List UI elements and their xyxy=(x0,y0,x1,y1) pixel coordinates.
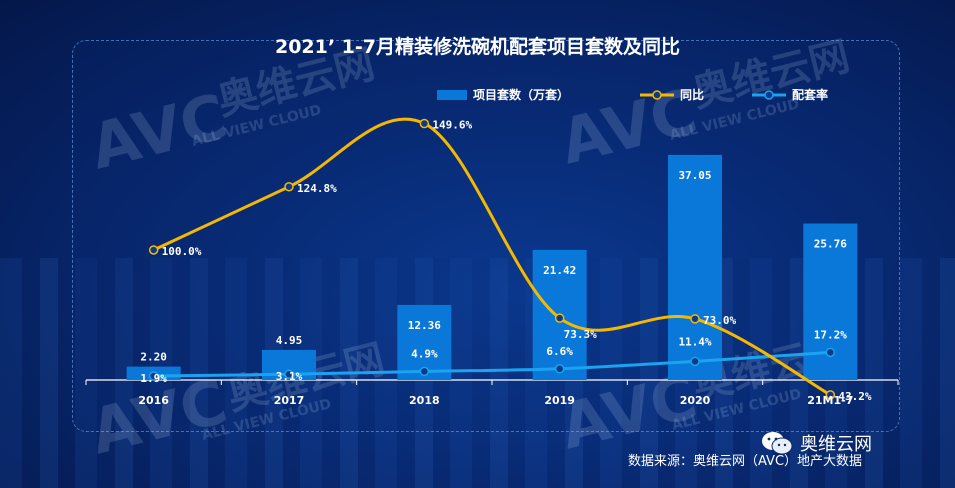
yoy-point xyxy=(148,245,159,255)
yoy-point xyxy=(690,314,700,324)
bar-value-label: 2.20 xyxy=(140,351,167,364)
rate-point xyxy=(690,356,700,367)
bar xyxy=(668,154,722,380)
x-tick-label: 2017 xyxy=(274,394,305,407)
chart-panel xyxy=(72,40,900,432)
legend-label: 配套率 xyxy=(792,87,828,102)
x-tick-label: 2019 xyxy=(544,394,575,407)
rate-point xyxy=(554,364,565,374)
data-source: 数据来源：奥维云网（AVC）地产大数据 xyxy=(628,454,863,469)
rate-value-label: 4.9% xyxy=(411,347,438,360)
rate-value-label: 17.2% xyxy=(814,328,847,341)
brand-name: 奥维云网 xyxy=(800,434,872,455)
legend-swatch-bar xyxy=(437,90,467,100)
rate-value-label: 11.4% xyxy=(678,335,711,348)
yoy-point xyxy=(419,118,430,129)
yoy-point xyxy=(825,390,836,400)
bar-value-label: 12.36 xyxy=(408,319,441,332)
rate-point xyxy=(419,366,430,377)
legend-label: 项目套数（万套） xyxy=(473,87,569,102)
bar-value-label: 4.95 xyxy=(276,334,303,347)
yoy-value-label: 73.3% xyxy=(564,328,597,341)
x-tick-label: 2020 xyxy=(680,394,711,407)
yoy-value-label: 124.8% xyxy=(297,182,337,195)
yoy-line xyxy=(153,117,832,397)
yoy-value-label: 73.0% xyxy=(703,314,736,327)
bar-value-label: 25.76 xyxy=(814,238,847,251)
yoy-point xyxy=(554,313,565,323)
yoy-value-label: 43.2% xyxy=(838,390,871,403)
yoy-value-label: 100.0% xyxy=(162,245,202,258)
bar-value-label: 37.05 xyxy=(678,169,711,182)
rate-point xyxy=(284,369,294,379)
rate-line xyxy=(153,350,831,378)
wechat-icon xyxy=(762,432,793,455)
x-tick-label: 2016 xyxy=(138,394,169,407)
bar-value-label: 21.42 xyxy=(543,264,576,277)
rate-value-label: 3.1% xyxy=(276,370,303,383)
legend-label: 同比 xyxy=(680,87,704,102)
rate-value-label: 6.6% xyxy=(546,345,573,358)
rate-point xyxy=(148,371,159,381)
x-tick-label: 21M1-7 xyxy=(807,394,853,407)
yoy-point xyxy=(284,182,294,192)
chart-title: 2021’ 1-7月精装修洗碗机配套项目套数及同比 xyxy=(274,36,681,58)
legend-swatch-marker xyxy=(652,90,662,100)
yoy-value-label: 149.6% xyxy=(432,119,472,132)
rate-value-label: 1.9% xyxy=(140,372,167,385)
rate-point xyxy=(825,347,836,358)
legend-swatch-marker xyxy=(764,90,774,100)
x-tick-label: 2018 xyxy=(409,394,440,407)
